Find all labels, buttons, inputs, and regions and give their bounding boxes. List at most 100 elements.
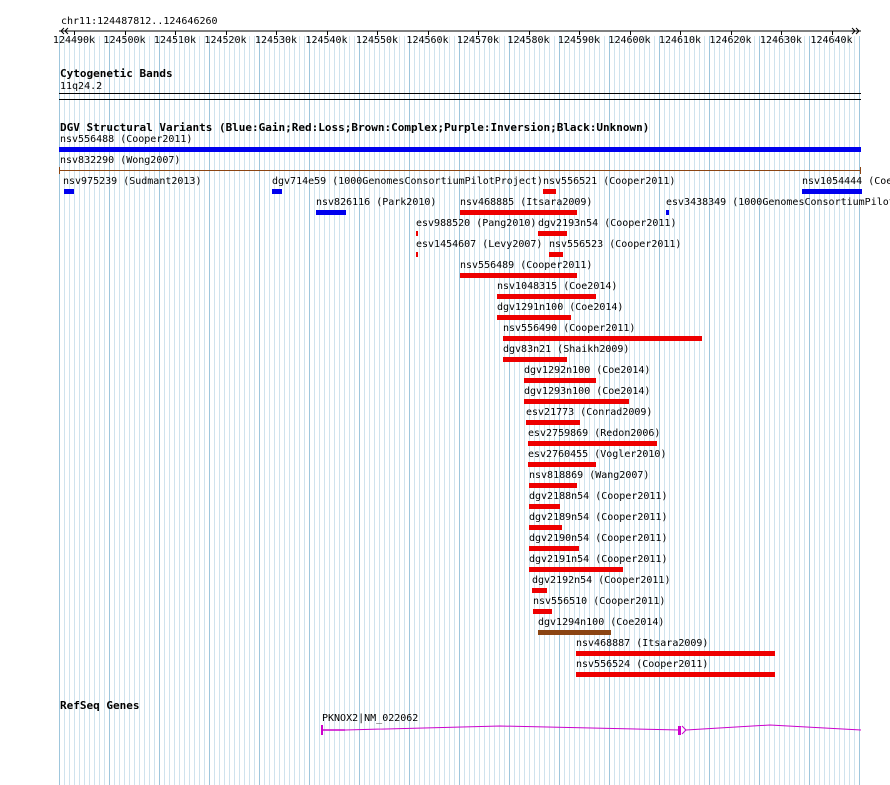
dgv-feature-label[interactable]: nsv556490 (Cooper2011)	[503, 323, 636, 334]
dgv-feature-label[interactable]: dgv2189n54 (Cooper2011)	[529, 512, 668, 523]
dgv-feature-label[interactable]: esv2759869 (Redon2006)	[528, 428, 661, 439]
dgv-feature-label[interactable]: dgv1294n100 (Coe2014)	[538, 617, 665, 628]
locus-label: chr11:124487812..124646260	[61, 16, 218, 27]
ruler-tick	[629, 31, 631, 35]
dgv-feature-bar[interactable]	[416, 231, 418, 236]
dgv-feature-label[interactable]: esv2760455 (Vogler2010)	[528, 449, 667, 460]
dgv-feature-bar[interactable]	[529, 525, 562, 530]
dgv-feature-bar[interactable]	[533, 609, 552, 614]
dgv-feature-bar[interactable]	[529, 546, 579, 551]
dgv-feature-label[interactable]: esv988520 (Pang2010)	[416, 218, 537, 229]
dgv-feature-label[interactable]: nsv556523 (Cooper2011)	[549, 239, 682, 250]
ruler-arrow-line	[59, 27, 861, 35]
dgv-feature-bar[interactable]	[503, 336, 702, 341]
refseq-gene-label[interactable]: PKNOX2|NM_022062	[322, 713, 419, 724]
dgv-feature-bar[interactable]	[529, 483, 577, 488]
dgv-track-title: DGV Structural Variants (Blue:Gain;Red:L…	[60, 121, 650, 134]
dgv-feature-bar[interactable]	[64, 189, 74, 194]
dgv-feature-label[interactable]: nsv556521 (Cooper2011)	[543, 176, 676, 187]
ruler-tick-label: 124640k	[810, 35, 853, 46]
dgv-feature-label[interactable]: nsv556524 (Cooper2011)	[576, 659, 709, 670]
ruler-tick	[680, 31, 681, 35]
dgv-feature-bar[interactable]	[538, 630, 611, 635]
ruler-tick-label: 124490k	[52, 35, 96, 46]
dgv-feature-bar[interactable]	[316, 210, 346, 215]
refseq-gene-model[interactable]	[0, 720, 890, 740]
dgv-feature-label[interactable]: dgv2191n54 (Cooper2011)	[529, 554, 668, 565]
dgv-feature-bar[interactable]	[543, 189, 556, 194]
ruler-tick-label: 124560k	[406, 35, 449, 46]
dgv-feature-bar[interactable]	[529, 567, 623, 572]
ruler-tick-label: 124620k	[709, 35, 752, 46]
dgv-feature-label[interactable]: dgv714e59 (1000GenomesConsortiumPilotPro…	[272, 176, 543, 187]
dgv-feature-label[interactable]: dgv1291n100 (Coe2014)	[497, 302, 624, 313]
dgv-feature-bar[interactable]	[576, 672, 775, 677]
dgv-feature-bar[interactable]	[524, 378, 596, 383]
dgv-feature-bar[interactable]	[416, 252, 418, 257]
dgv-feature-bar[interactable]	[460, 210, 577, 215]
dgv-feature-label[interactable]: dgv83n21 (Shaikh2009)	[503, 344, 630, 355]
ruler-tick	[326, 31, 328, 35]
cytoband-line-bottom	[59, 99, 861, 100]
dgv-feature-label[interactable]: nsv826116 (Park2010)	[316, 197, 437, 208]
dgv-feature-bar[interactable]	[666, 210, 669, 215]
dgv-feature-bar[interactable]	[576, 651, 775, 656]
dgv-feature-label[interactable]: dgv2190n54 (Cooper2011)	[529, 533, 668, 544]
dgv-feature-bar[interactable]	[532, 588, 547, 593]
ruler-tick-label: 124540k	[305, 35, 348, 46]
ruler-tick	[175, 31, 176, 35]
dgv-feature-bar[interactable]	[538, 231, 567, 236]
dgv-feature-label[interactable]: nsv556510 (Cooper2011)	[533, 596, 666, 607]
ruler-tick-label: 124600k	[608, 35, 651, 46]
ruler-tick	[730, 31, 732, 35]
dgv-feature-bar[interactable]	[503, 357, 567, 362]
dgv-feature-bar[interactable]	[524, 399, 629, 404]
ruler-tick	[124, 31, 126, 35]
dgv-feature-label[interactable]: nsv1048315 (Coe2014)	[497, 281, 618, 292]
dgv-feature-label[interactable]: esv1454607 (Levy2007)	[416, 239, 543, 250]
ruler-tick-label: 124530k	[254, 35, 298, 46]
dgv-feature-bar[interactable]	[528, 441, 657, 446]
dgv-feature-label[interactable]: nsv556489 (Cooper2011)	[460, 260, 593, 271]
dgv-feature-bar[interactable]	[549, 252, 563, 257]
dgv-feature-label[interactable]: nsv818869 (Wang2007)	[529, 470, 650, 481]
dgv-feature-bar[interactable]	[59, 170, 861, 171]
ruler-tick	[579, 31, 580, 35]
ruler-tick	[831, 31, 833, 35]
ruler-tick-label: 124570k	[456, 35, 500, 46]
dgv-feature-label[interactable]: nsv832290 (Wong2007)	[60, 155, 181, 166]
ruler-tick	[377, 31, 378, 35]
cytoband-line-top	[59, 93, 861, 94]
dgv-feature-label[interactable]: dgv2193n54 (Cooper2011)	[538, 218, 677, 229]
ruler-tick-label: 124550k	[355, 35, 399, 46]
dgv-feature-label[interactable]: dgv1293n100 (Coe2014)	[524, 386, 651, 397]
dgv-feature-bar[interactable]	[529, 504, 560, 509]
dgv-feature-bar[interactable]	[272, 189, 282, 194]
dgv-feature-bar[interactable]	[460, 273, 577, 278]
dgv-feature-bar[interactable]	[59, 147, 861, 152]
refseq-track-title: RefSeq Genes	[60, 699, 140, 712]
ruler-tick	[478, 31, 479, 35]
dgv-feature-bar[interactable]	[497, 294, 596, 299]
dgv-feature-label[interactable]: nsv468887 (Itsara2009)	[576, 638, 709, 649]
ruler-tick-label: 124630k	[759, 35, 803, 46]
dgv-feature-bar[interactable]	[526, 420, 580, 425]
dgv-feature-label[interactable]: dgv1292n100 (Coe2014)	[524, 365, 651, 376]
ruler-tick-label: 124590k	[557, 35, 601, 46]
dgv-feature-label[interactable]: esv3438349 (1000GenomesConsortiumPilot	[666, 197, 890, 208]
dgv-feature-label[interactable]: esv21773 (Conrad2009)	[526, 407, 653, 418]
dgv-feature-label[interactable]: nsv975239 (Sudmant2013)	[63, 176, 202, 187]
dgv-feature-bar[interactable]	[497, 315, 571, 320]
ruler-tick	[427, 31, 429, 35]
dgv-feature-label[interactable]: nsv468885 (Itsara2009)	[460, 197, 593, 208]
dgv-feature-label[interactable]: dgv2188n54 (Cooper2011)	[529, 491, 668, 502]
ruler-tick	[276, 31, 277, 35]
dgv-feature-label[interactable]: nsv556488 (Cooper2011)	[60, 134, 193, 145]
dgv-feature-bar[interactable]	[802, 189, 862, 194]
dgv-feature-label[interactable]: dgv2192n54 (Cooper2011)	[532, 575, 671, 586]
dgv-feature-bar[interactable]	[528, 462, 596, 467]
ruler-tick-label: 124520k	[204, 35, 247, 46]
dgv-feature-label[interactable]: nsv1054444 (Coe	[802, 176, 890, 187]
ruler-tick	[225, 31, 227, 35]
